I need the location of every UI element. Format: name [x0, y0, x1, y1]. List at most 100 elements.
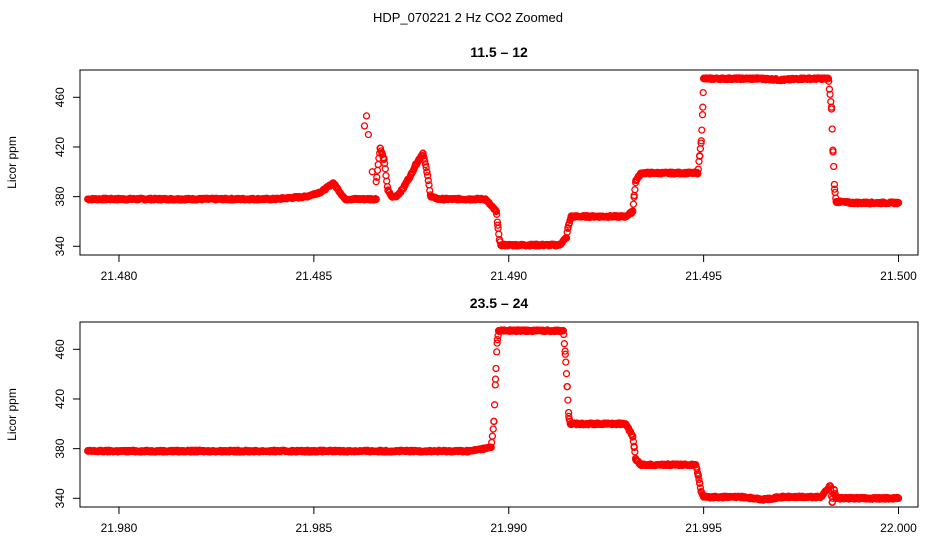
chart1-data-point — [631, 186, 639, 194]
chart2-data-point — [637, 461, 645, 469]
chart1-data-point — [381, 165, 389, 173]
chart1-x-tick-label: 21.490 — [490, 269, 527, 283]
chart1-data-point — [528, 241, 536, 249]
chart2-data-point — [84, 447, 92, 455]
chart1-data-point — [388, 192, 396, 201]
chart1-data-point — [828, 125, 836, 133]
chart1-data-point — [629, 207, 637, 216]
chart1-data-point — [407, 170, 415, 178]
chart1-data-point — [395, 189, 404, 197]
chart1-data-point — [434, 195, 443, 203]
chart2-data-point — [583, 420, 591, 428]
chart1-x-tick-label: 21.495 — [685, 269, 722, 283]
chart1-data-point — [492, 207, 500, 216]
chart2-data-point — [562, 370, 571, 378]
chart2-data-point — [490, 401, 499, 409]
chart2-data-point — [497, 327, 505, 335]
chart1-data-point — [374, 160, 382, 169]
chart1-data-point — [427, 192, 435, 201]
chart2-data-point — [777, 493, 786, 501]
chart1-data-point — [494, 221, 502, 229]
chart1-data-point — [421, 161, 430, 169]
chart2-data-point — [863, 494, 871, 502]
chart1-data-point — [423, 168, 431, 176]
chart1-data-point — [827, 103, 836, 111]
chart2-data-point — [232, 447, 240, 455]
chart2-data-point — [696, 484, 705, 492]
chart1-data-point — [863, 199, 871, 207]
figure-title: HDP_070221 2 Hz CO2 Zoomed — [373, 10, 563, 25]
chart2-data-point — [154, 447, 162, 455]
chart1-data-point — [403, 176, 412, 185]
chart2-data-point — [491, 381, 499, 389]
chart1-data-point — [699, 103, 707, 111]
chart2-data-point — [692, 461, 700, 469]
chart1-data-point — [777, 76, 786, 84]
chart1-data-point — [318, 188, 326, 196]
chart2-data-point — [487, 443, 495, 452]
chart1-data-point — [894, 199, 903, 207]
chart1-data-point — [375, 154, 383, 162]
chart1-data-point — [368, 168, 376, 176]
chart2-data-point — [816, 493, 825, 501]
chart1-data-point — [879, 199, 887, 207]
chart1-data-point — [637, 169, 645, 177]
chart1-data-point — [758, 75, 766, 83]
chart-panel-top: 11.5 – 12 Licor ppm 340 380 420 460 21.480 21.4… — [5, 44, 919, 283]
chart2-data-point — [561, 350, 569, 358]
chart2-data-point — [494, 327, 503, 335]
chart1-data-point — [630, 191, 638, 200]
chart1-data-point — [364, 130, 373, 139]
chart-panel-bottom: 23.5 – 24 Licor ppm 340 380 420 460 21.980 21.9… — [5, 295, 919, 535]
chart2-y-tick-label: 460 — [53, 339, 67, 359]
chart1-data-point — [825, 85, 834, 93]
chart2-x-tick-label: 21.995 — [685, 521, 722, 535]
chart1-data-point — [341, 195, 349, 203]
chart2-title: 23.5 – 24 — [470, 295, 529, 311]
chart1-data-point — [680, 169, 688, 177]
chart1-data-point — [423, 171, 432, 180]
chart1-data-point — [360, 122, 369, 130]
chart1-data-point — [824, 75, 833, 83]
chart1-x-tick-label: 21.480 — [101, 269, 138, 283]
chart1-data-point — [384, 186, 392, 195]
chart2-y-axis-label: Licor ppm — [5, 388, 19, 441]
chart1-data-point — [567, 212, 575, 221]
chart2-data-point — [561, 347, 569, 355]
chart2-data-point — [696, 479, 704, 488]
chart2-data-point — [115, 447, 123, 455]
chart1-data-point — [696, 152, 704, 160]
chart2-data-point — [565, 412, 573, 421]
chart1-data-point — [450, 195, 458, 203]
chart2-data-point — [492, 364, 500, 373]
chart2-data-point — [629, 432, 637, 440]
chart1-data-point — [583, 212, 591, 221]
chart2-data-point — [562, 358, 570, 366]
chart1-data-point — [232, 195, 240, 203]
chart1-data-point — [422, 163, 430, 172]
chart2-data-point — [488, 432, 497, 440]
chart1-y-tick-label: 380 — [53, 186, 67, 206]
chart1-data-point — [602, 212, 610, 221]
chart1-data-point — [411, 161, 419, 170]
chart1-data-point — [372, 195, 380, 203]
chart2-x-tick-label: 21.985 — [296, 521, 333, 535]
chart1-data-point — [622, 212, 630, 221]
chart1-data-point — [698, 126, 706, 134]
chart2-data-point — [310, 447, 318, 455]
chart2-data-point — [491, 375, 500, 383]
chart1-plot-frame — [79, 69, 919, 256]
chart2-data-point — [493, 348, 501, 356]
chart1-data-point — [555, 241, 564, 249]
chart1-data-point — [512, 241, 521, 249]
chart1-data-point — [564, 224, 572, 232]
chart1-data-point — [562, 233, 571, 242]
chart2-data-point — [567, 420, 575, 428]
chart1-data-point — [419, 149, 427, 157]
chart1-data-point — [497, 241, 505, 249]
chart2-x-tick-label: 21.990 — [490, 521, 527, 535]
chart1-data-point — [378, 150, 387, 159]
chart1-data-point — [719, 75, 727, 83]
chart1-data-point — [493, 210, 501, 218]
